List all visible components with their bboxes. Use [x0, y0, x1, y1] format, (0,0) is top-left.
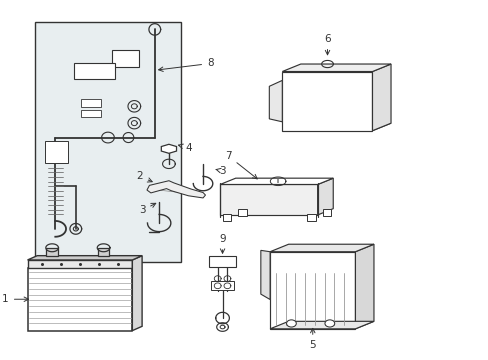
Polygon shape: [220, 184, 317, 215]
Text: 7: 7: [225, 151, 257, 179]
Text: II: II: [276, 179, 279, 184]
FancyBboxPatch shape: [45, 141, 68, 163]
FancyBboxPatch shape: [210, 282, 234, 290]
Polygon shape: [161, 144, 176, 153]
Bar: [222, 214, 231, 221]
Bar: [35, 22, 181, 262]
Polygon shape: [27, 256, 142, 260]
Polygon shape: [317, 178, 332, 215]
Polygon shape: [372, 64, 390, 131]
Polygon shape: [269, 252, 355, 329]
Circle shape: [286, 320, 296, 327]
Text: 6: 6: [324, 34, 330, 55]
Polygon shape: [355, 244, 373, 329]
Polygon shape: [238, 209, 246, 216]
Text: 3: 3: [139, 203, 156, 216]
FancyBboxPatch shape: [112, 50, 139, 67]
Text: 9: 9: [219, 234, 225, 253]
Polygon shape: [132, 256, 142, 330]
Bar: [27, 268, 132, 330]
Polygon shape: [282, 123, 390, 131]
Text: 3: 3: [216, 166, 225, 176]
Polygon shape: [220, 178, 332, 184]
Polygon shape: [269, 80, 282, 122]
FancyBboxPatch shape: [81, 109, 101, 117]
Text: 1: 1: [2, 294, 28, 304]
Text: 8: 8: [158, 58, 213, 71]
Polygon shape: [269, 244, 373, 252]
FancyBboxPatch shape: [208, 256, 236, 267]
Polygon shape: [282, 64, 390, 72]
FancyBboxPatch shape: [81, 99, 101, 107]
Polygon shape: [260, 250, 269, 300]
Polygon shape: [269, 321, 373, 329]
Circle shape: [325, 320, 334, 327]
Bar: [46, 248, 58, 256]
Bar: [306, 214, 315, 221]
Bar: [27, 260, 132, 268]
Bar: [98, 248, 109, 256]
Text: 4: 4: [178, 143, 191, 153]
Polygon shape: [147, 181, 205, 198]
FancyBboxPatch shape: [74, 63, 115, 78]
Polygon shape: [322, 209, 330, 216]
Text: 2: 2: [136, 171, 152, 182]
Text: 5: 5: [309, 328, 315, 350]
Polygon shape: [282, 72, 372, 131]
